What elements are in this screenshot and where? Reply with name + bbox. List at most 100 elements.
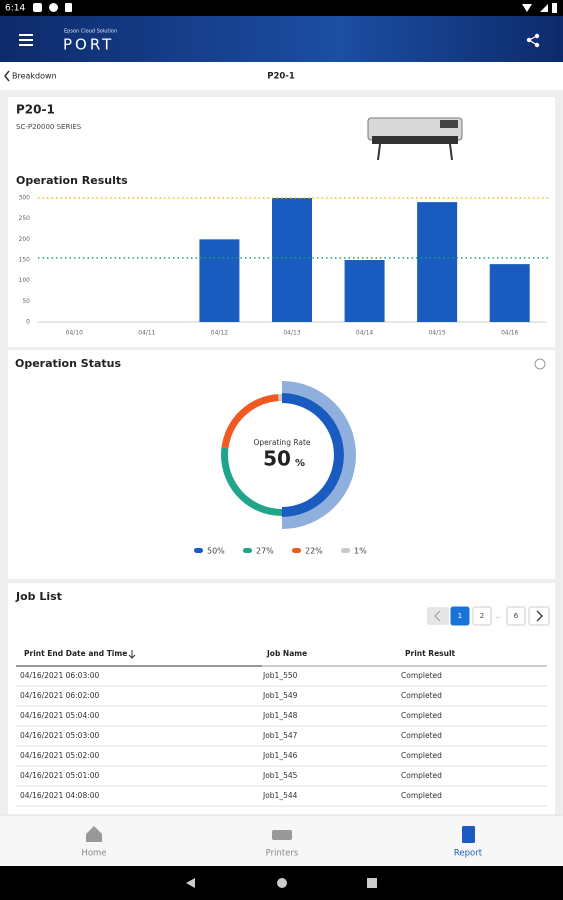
- column-header[interactable]: Print End Date and Time: [24, 649, 127, 658]
- printer-panel: [440, 120, 458, 128]
- nav-bar: [0, 62, 563, 90]
- page-button: [528, 606, 550, 626]
- bar: [272, 198, 312, 322]
- share-line: [527, 35, 538, 46]
- cell: 04/16/2021 06:03:00: [20, 671, 100, 680]
- chevron: [536, 610, 543, 622]
- page-next[interactable]: [528, 606, 550, 626]
- page-label: 6: [514, 612, 519, 620]
- sys-home[interactable]: [277, 878, 287, 888]
- status-icon: [65, 3, 72, 12]
- back-button[interactable]: Breakdown: [4, 70, 57, 82]
- page-item[interactable]: 1: [450, 606, 470, 626]
- x-tick-label: 04/10: [66, 330, 83, 337]
- cell: 04/16/2021 05:03:00: [20, 731, 100, 740]
- back-chevron: [4, 70, 10, 82]
- printer-name: P20-1: [16, 103, 55, 117]
- report-icon: [462, 826, 475, 843]
- cell: 04/16/2021 05:04:00: [20, 711, 100, 720]
- cell: 04/16/2021 04:08:00: [20, 791, 100, 800]
- y-tick-label: 50: [22, 298, 30, 305]
- cell: Job1_544: [262, 791, 298, 800]
- page-item[interactable]: 6: [506, 606, 526, 626]
- status-time: 6:14: [5, 4, 25, 14]
- menu-line: [19, 39, 33, 41]
- page-item[interactable]: 2: [472, 606, 492, 626]
- nav-home[interactable]: Home: [81, 826, 107, 859]
- card: [8, 97, 555, 579]
- cell: Completed: [401, 731, 442, 740]
- header-label: Job Name: [266, 649, 307, 658]
- wifi-icon: [522, 4, 532, 12]
- printer-icon: [272, 830, 292, 840]
- sort-arrow: [128, 650, 136, 659]
- brand: PORT: [63, 36, 114, 54]
- column-header[interactable]: Print Result: [405, 649, 456, 658]
- menu-button[interactable]: [19, 34, 33, 46]
- page-item: ...: [496, 614, 501, 620]
- bar: [344, 260, 385, 322]
- page-button: [450, 606, 470, 626]
- nav-title: P20-1: [267, 72, 295, 82]
- brand-small: Epson Cloud Solution: [64, 29, 117, 35]
- status-icon: [33, 3, 42, 12]
- y-tick-label: 250: [19, 215, 31, 222]
- legend-swatch: [341, 548, 350, 553]
- y-tick-label: 100: [19, 277, 31, 284]
- sys-recent[interactable]: [367, 878, 377, 888]
- center-value: 50: [263, 447, 291, 471]
- donut-highlight: [282, 381, 356, 529]
- cell: Completed: [401, 711, 442, 720]
- status-bar: [0, 0, 563, 16]
- nav-label: Printers: [266, 849, 299, 859]
- cell: Job1_549: [262, 691, 298, 700]
- legend-swatch: [292, 548, 301, 553]
- legend-swatch: [194, 548, 203, 553]
- page-label: ...: [496, 614, 501, 620]
- printer-base: [372, 136, 458, 144]
- bar: [417, 202, 458, 322]
- center-label: Operating Rate: [253, 438, 310, 447]
- cell: Completed: [401, 671, 442, 680]
- donut-segment: [221, 394, 279, 449]
- nav-report[interactable]: Report: [454, 826, 483, 859]
- job-list-title: Job List: [15, 590, 62, 603]
- y-tick-label: 150: [19, 257, 31, 264]
- printer-model: SC-P20000 SERIES: [16, 123, 82, 131]
- cell: Job1_546: [262, 751, 298, 760]
- chevron: [434, 610, 441, 622]
- legend-label: 27%: [256, 547, 274, 556]
- printer-leg: [449, 143, 453, 161]
- nav-label: Home: [81, 849, 106, 859]
- donut-segment: [278, 394, 282, 402]
- chart-title: Operation Status: [15, 357, 121, 370]
- printer-leg: [377, 143, 381, 161]
- header-label: Print Result: [405, 649, 456, 658]
- nav-printers[interactable]: Printers: [266, 830, 299, 859]
- page-prev[interactable]: [427, 607, 449, 625]
- app-bar: [0, 16, 563, 62]
- page-button: [506, 606, 526, 626]
- bar: [489, 264, 530, 322]
- y-tick-label: 200: [19, 236, 31, 243]
- divider: [8, 347, 555, 350]
- cell: 04/16/2021 06:02:00: [20, 691, 100, 700]
- sys-back[interactable]: [186, 878, 195, 888]
- back-label: Breakdown: [12, 72, 57, 81]
- cell: 04/16/2021 05:01:00: [20, 771, 100, 780]
- cell: Completed: [401, 751, 442, 760]
- page-button: [472, 606, 492, 626]
- signal-icon: [540, 4, 548, 12]
- menu-line: [19, 44, 33, 46]
- cell: Completed: [401, 691, 442, 700]
- column-header[interactable]: Job Name: [266, 649, 307, 658]
- help-icon[interactable]: [534, 358, 546, 370]
- header-label: Print End Date and Time: [24, 649, 127, 658]
- donut-segment: [282, 393, 344, 517]
- x-tick-label: 04/15: [428, 330, 445, 337]
- cell: Completed: [401, 771, 442, 780]
- legend-label: 22%: [305, 547, 323, 556]
- share-button[interactable]: [526, 33, 540, 48]
